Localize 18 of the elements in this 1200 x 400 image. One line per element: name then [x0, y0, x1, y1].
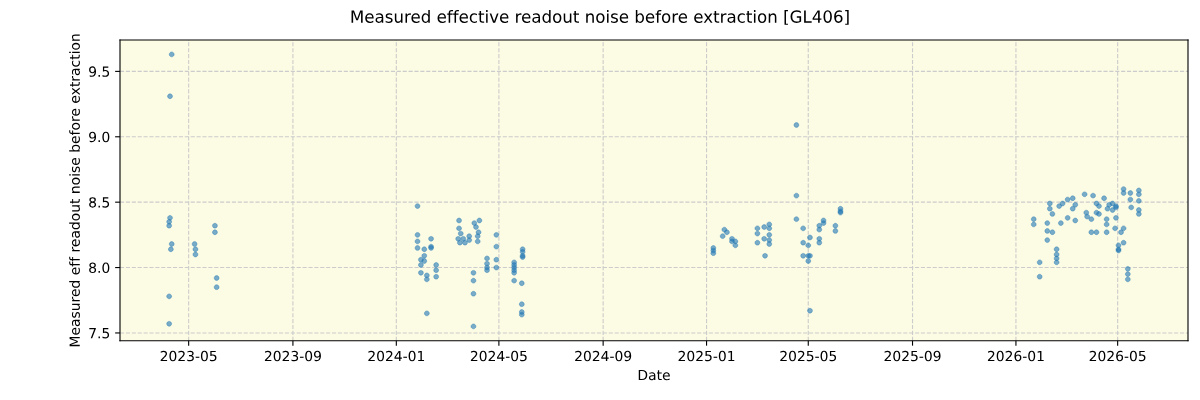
y-tick-label: 9.5: [89, 66, 110, 77]
x-tick-label: 2024-05: [470, 350, 527, 362]
x-tick-label: 2025-09: [884, 350, 941, 362]
x-tick-label: 2026-05: [1089, 350, 1146, 362]
chart-title: Measured effective readout noise before extraction [GL406]: [351, 10, 849, 25]
x-tick-label: 2025-05: [780, 350, 837, 362]
x-axis-title: Date: [638, 369, 670, 381]
x-tick-label: 2025-01: [678, 350, 735, 362]
x-tick-label: 2023-05: [160, 350, 217, 362]
y-axis-title: Measured eff readout noise before extraction: [69, 34, 80, 347]
y-tick-label: 9.0: [89, 131, 110, 143]
x-tick-label: 2024-01: [368, 350, 425, 362]
x-tick-label: 2024-09: [575, 350, 632, 362]
y-tick-label: 8.0: [89, 262, 110, 274]
x-tick-label: 2026-01: [987, 350, 1044, 362]
x-tick-label: 2023-09: [264, 350, 321, 362]
y-tick-label: 8.5: [89, 197, 110, 208]
y-tick-label: 7.5: [89, 328, 110, 339]
